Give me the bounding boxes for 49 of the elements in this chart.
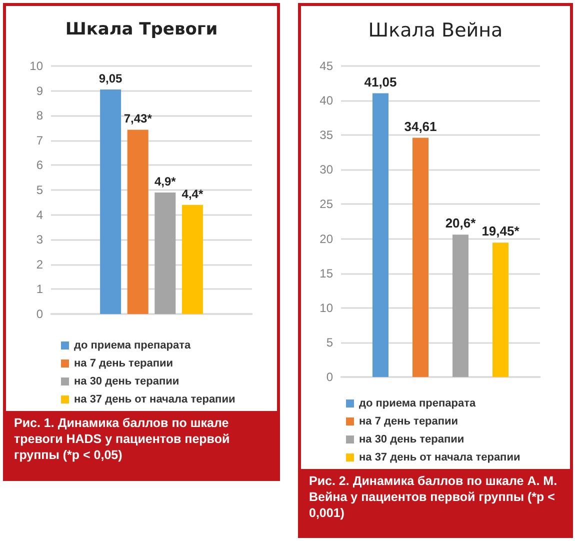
y-tick-label: 15 [320, 266, 334, 280]
y-tick-label: 2 [36, 257, 44, 272]
y-tick-label: 40 [320, 94, 334, 108]
y-tick-label: 10 [320, 300, 334, 315]
legend-label: на 7 день терапии [359, 416, 458, 428]
legend-label: на 7 день терапии [74, 358, 174, 370]
y-tick-label: 5 [36, 183, 44, 197]
y-tick-label: 35 [320, 128, 334, 142]
data-label: 41,05 [364, 74, 397, 90]
legend-label: на 30 день терапии [74, 376, 180, 388]
legend-label: до приема препарата [359, 398, 476, 410]
y-tick-label: 25 [320, 197, 334, 212]
data-label: 4,9* [154, 174, 176, 188]
bar [100, 90, 122, 314]
y-tick-label: 30 [320, 162, 334, 177]
text: Рис. 2. Динамика баллов по шкале А. М. Вейна у пациентов первой группы (*p < 0,001) [301, 469, 570, 535]
bar [492, 242, 508, 377]
data-label: 20,6* [445, 216, 477, 231]
y-tick-label: 7 [36, 133, 44, 148]
text: Рис. 1. Динамика баллов по шкале тревоги HADS у пациентов первой группы (*p < 0,05) [6, 411, 277, 478]
data-label: 34,61 [404, 118, 437, 134]
y-tick-label: 8 [36, 108, 44, 123]
y-tick-label: 20 [320, 232, 334, 246]
bar [452, 234, 468, 377]
bar [127, 130, 148, 314]
y-tick-label: 0 [36, 307, 44, 321]
data-label: 19,45* [482, 224, 520, 239]
bar [372, 93, 388, 377]
chart-title: Шкала Вейна [368, 20, 503, 42]
legend-label: на 30 день терапии [359, 434, 464, 446]
y-tick-label: 1 [36, 282, 44, 296]
y-tick-label: 10 [30, 59, 44, 73]
bar [154, 192, 176, 314]
bar [412, 138, 428, 377]
bar [182, 204, 203, 314]
y-tick-label: 4 [36, 208, 44, 222]
data-label: 7,43* [124, 112, 152, 126]
y-tick-label: 0 [326, 370, 334, 384]
legend-label: на 37 день от начала терапии [74, 394, 236, 406]
data-label: 4,4* [182, 186, 204, 201]
y-tick-label: 9 [36, 84, 44, 98]
y-tick-label: 5 [326, 335, 334, 350]
legend-label: на 37 день от начала терапии [359, 452, 520, 464]
data-label: 9,05 [98, 72, 123, 86]
y-tick-label: 3 [36, 232, 44, 247]
y-tick-label: 6 [36, 158, 44, 172]
chart-title: Шкала Тревоги [65, 20, 218, 40]
y-tick-label: 45 [320, 59, 334, 73]
legend-label: до приема препарата [74, 340, 192, 352]
